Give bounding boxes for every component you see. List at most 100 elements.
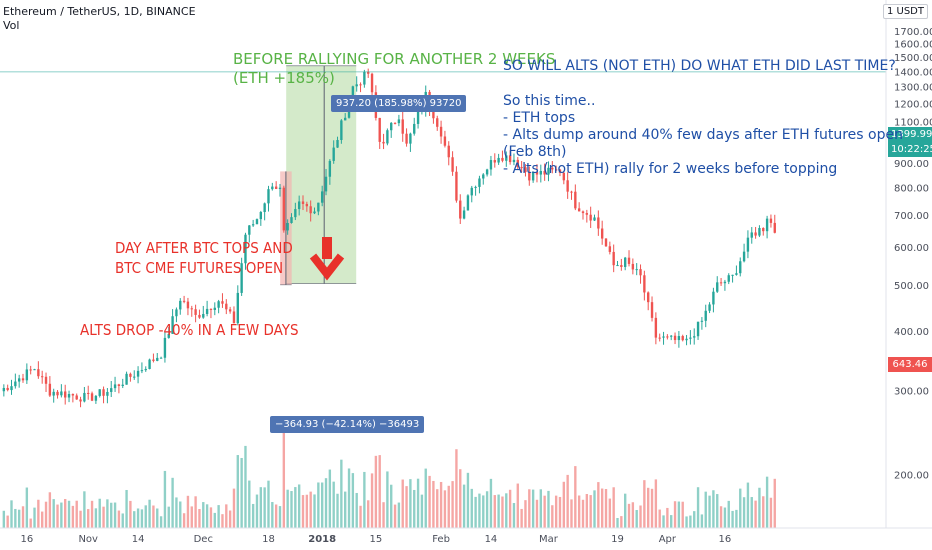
volume-bar <box>662 515 665 528</box>
volume-bar <box>739 488 742 528</box>
volume-bar <box>56 504 59 528</box>
candle-body <box>647 292 650 303</box>
volume-bar <box>627 503 631 528</box>
candle-body <box>654 317 658 338</box>
candle-body <box>278 187 282 189</box>
candle-body <box>750 232 753 238</box>
volume-bar <box>474 496 477 528</box>
candle-body <box>413 123 416 134</box>
candle-body <box>259 212 263 220</box>
volume-bar <box>459 469 462 528</box>
volume-bar <box>428 475 431 528</box>
candle-body <box>83 392 86 402</box>
volume-bar <box>773 478 776 528</box>
volume-bar <box>136 508 140 528</box>
volume-bar <box>205 504 209 528</box>
candle-body <box>704 310 707 321</box>
volume-bar <box>121 513 124 528</box>
volume-bar <box>297 484 301 528</box>
candle-body <box>179 300 182 310</box>
volume-bar <box>98 498 101 528</box>
candle-body <box>344 117 347 121</box>
volume-bar <box>531 489 535 528</box>
candle-body <box>693 336 696 338</box>
candle-body <box>716 282 719 292</box>
candle-body <box>551 167 554 170</box>
green-measure-label: 937.20 (185.98%) 93720 <box>331 95 467 112</box>
volume-bar <box>539 489 542 528</box>
volume-bar <box>758 487 761 528</box>
candle-body <box>297 201 301 210</box>
candle-body <box>48 383 52 396</box>
candle-body <box>94 395 98 401</box>
volume-bar <box>493 495 496 528</box>
candle-body <box>33 369 36 371</box>
candle-body <box>305 203 309 207</box>
candle-body <box>696 321 700 337</box>
candle-body <box>505 155 508 161</box>
volume-bar <box>301 495 305 528</box>
candle-body <box>121 384 124 387</box>
candle-body <box>340 120 343 141</box>
candle-body <box>236 292 239 324</box>
volume-bar <box>217 505 220 528</box>
currency-button[interactable]: 1 USDT <box>882 4 928 19</box>
volume-bar <box>179 501 182 528</box>
candle-body <box>735 273 738 275</box>
volume-bar <box>742 497 746 528</box>
volume-bar <box>639 505 642 528</box>
candle-body <box>156 357 159 361</box>
candle-body <box>662 336 665 338</box>
volume-bar <box>309 491 312 528</box>
volume-bar <box>547 490 550 528</box>
candle-body <box>359 84 362 86</box>
volume-bar <box>240 457 243 528</box>
volume-bar <box>765 476 769 528</box>
candle-body <box>608 246 612 252</box>
candle-body <box>520 167 523 169</box>
last-price-tag: 643.46 <box>888 357 932 372</box>
volume-bar <box>390 484 393 528</box>
candle-body <box>562 172 566 181</box>
candle-body <box>497 157 500 163</box>
candle-body <box>205 308 209 314</box>
y-tick-label: 700.00 <box>894 211 929 222</box>
candle-body <box>524 167 527 173</box>
volume-bar <box>666 507 669 528</box>
volume-bar <box>225 504 228 528</box>
candle-body <box>244 234 247 264</box>
candle-body <box>708 304 711 311</box>
candle-body <box>681 336 684 341</box>
candle-body <box>612 251 615 266</box>
volume-bar <box>673 501 677 528</box>
volume-bar <box>148 499 151 528</box>
candle-body <box>470 187 473 196</box>
volume-bar <box>436 489 439 528</box>
countdown-tag: 10:22:25 <box>888 142 932 157</box>
volume-bar <box>386 471 389 528</box>
candle-body <box>221 301 224 304</box>
candle-body <box>67 394 71 398</box>
volume-bar <box>516 483 519 528</box>
volume-bar <box>67 500 71 528</box>
volume-bar <box>94 508 98 528</box>
candle-body <box>133 376 136 378</box>
volume-bar <box>2 510 6 528</box>
volume-bar <box>647 487 650 528</box>
question-note: SO WILL ALTS (NOT ETH) DO WHAT ETH DID L… <box>503 58 896 74</box>
volume-bar <box>420 494 424 528</box>
volume-bar <box>25 487 29 528</box>
volume-bar <box>405 486 408 528</box>
candle-body <box>390 122 393 131</box>
candle-body <box>600 228 604 239</box>
candle-body <box>416 111 420 124</box>
volume-bar <box>462 484 466 528</box>
candle-body <box>558 169 562 173</box>
candle-body <box>397 119 401 124</box>
volume-bar <box>251 503 255 528</box>
candle-body <box>489 160 493 170</box>
volume-bar <box>716 494 719 528</box>
volume-bar <box>447 485 450 528</box>
candle-body <box>635 269 638 271</box>
